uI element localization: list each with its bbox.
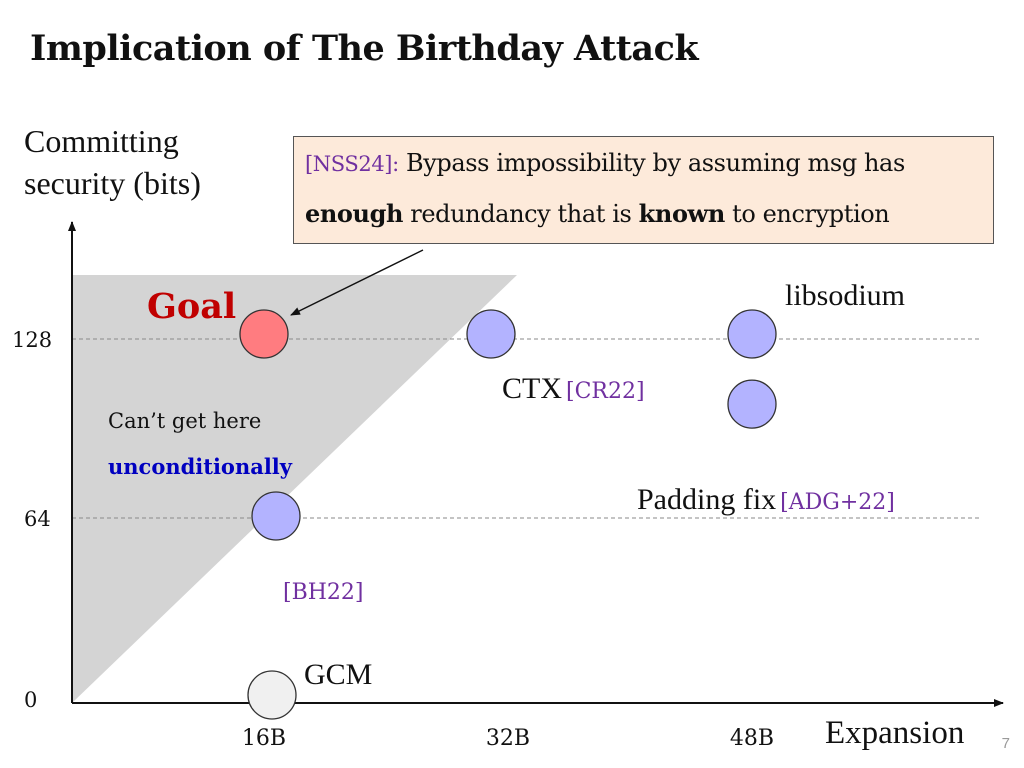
point-label-goal: Goal <box>147 286 236 327</box>
callout-citation: [NSS24]: <box>305 152 399 176</box>
point-label-gcm: GCM <box>304 658 372 691</box>
point-label-padding-fix: Padding fix [ADG+22] <box>637 483 895 516</box>
point-libsodium <box>727 309 777 359</box>
point-padding-fix <box>727 379 777 429</box>
y-tick-label-0: 0 <box>24 688 37 712</box>
nss24-callout-box: [NSS24]: Bypass impossibility by assumin… <box>293 136 994 244</box>
point-ctx <box>466 309 516 359</box>
callout-bold-known: known <box>638 199 726 228</box>
x-tick-label-32b: 32B <box>486 726 530 751</box>
callout-line-1: [NSS24]: Bypass impossibility by assumin… <box>305 137 993 190</box>
callout-line-2-mid: redundancy that is <box>410 200 632 228</box>
point-citation-padding-fix: [ADG+22] <box>780 490 895 515</box>
x-axis-label: Expansion <box>825 715 964 751</box>
unconditional-impossibility-region <box>72 275 517 703</box>
page-number: 7 <box>1001 735 1010 752</box>
callout-arrow <box>290 249 424 316</box>
point-citation-ctx: [CR22] <box>566 379 645 404</box>
callout-bold-enough: enough <box>305 199 404 228</box>
point-citation-bh22: [BH22] <box>283 580 364 605</box>
x-tick-label-16b: 16B <box>242 726 286 751</box>
callout-line-2: enough redundancy that is known to encry… <box>305 188 993 240</box>
shaded-region-text-line-1: Can’t get here <box>108 409 261 433</box>
y-axis-label-line-2: security (bits) <box>24 165 201 201</box>
y-tick-label-128: 128 <box>12 328 52 352</box>
point-label-libsodium: libsodium <box>785 279 905 312</box>
point-goal <box>239 309 289 359</box>
callout-line-2-end: to encryption <box>732 200 890 228</box>
shaded-region-text-line-2: unconditionally <box>108 454 293 479</box>
point-bh22 <box>251 491 301 541</box>
callout-line-1-text: Bypass impossibility by assuming msg has <box>406 149 905 177</box>
y-axis-label: Committing security (bits) <box>24 120 264 204</box>
y-axis-label-line-1: Committing <box>24 123 179 159</box>
point-gcm <box>247 670 297 720</box>
slide-title: Implication of The Birthday Attack <box>30 28 699 69</box>
point-label-ctx: CTX [CR22] <box>502 372 645 405</box>
y-tick-label-64: 64 <box>24 507 51 531</box>
x-tick-label-48b: 48B <box>730 726 774 751</box>
